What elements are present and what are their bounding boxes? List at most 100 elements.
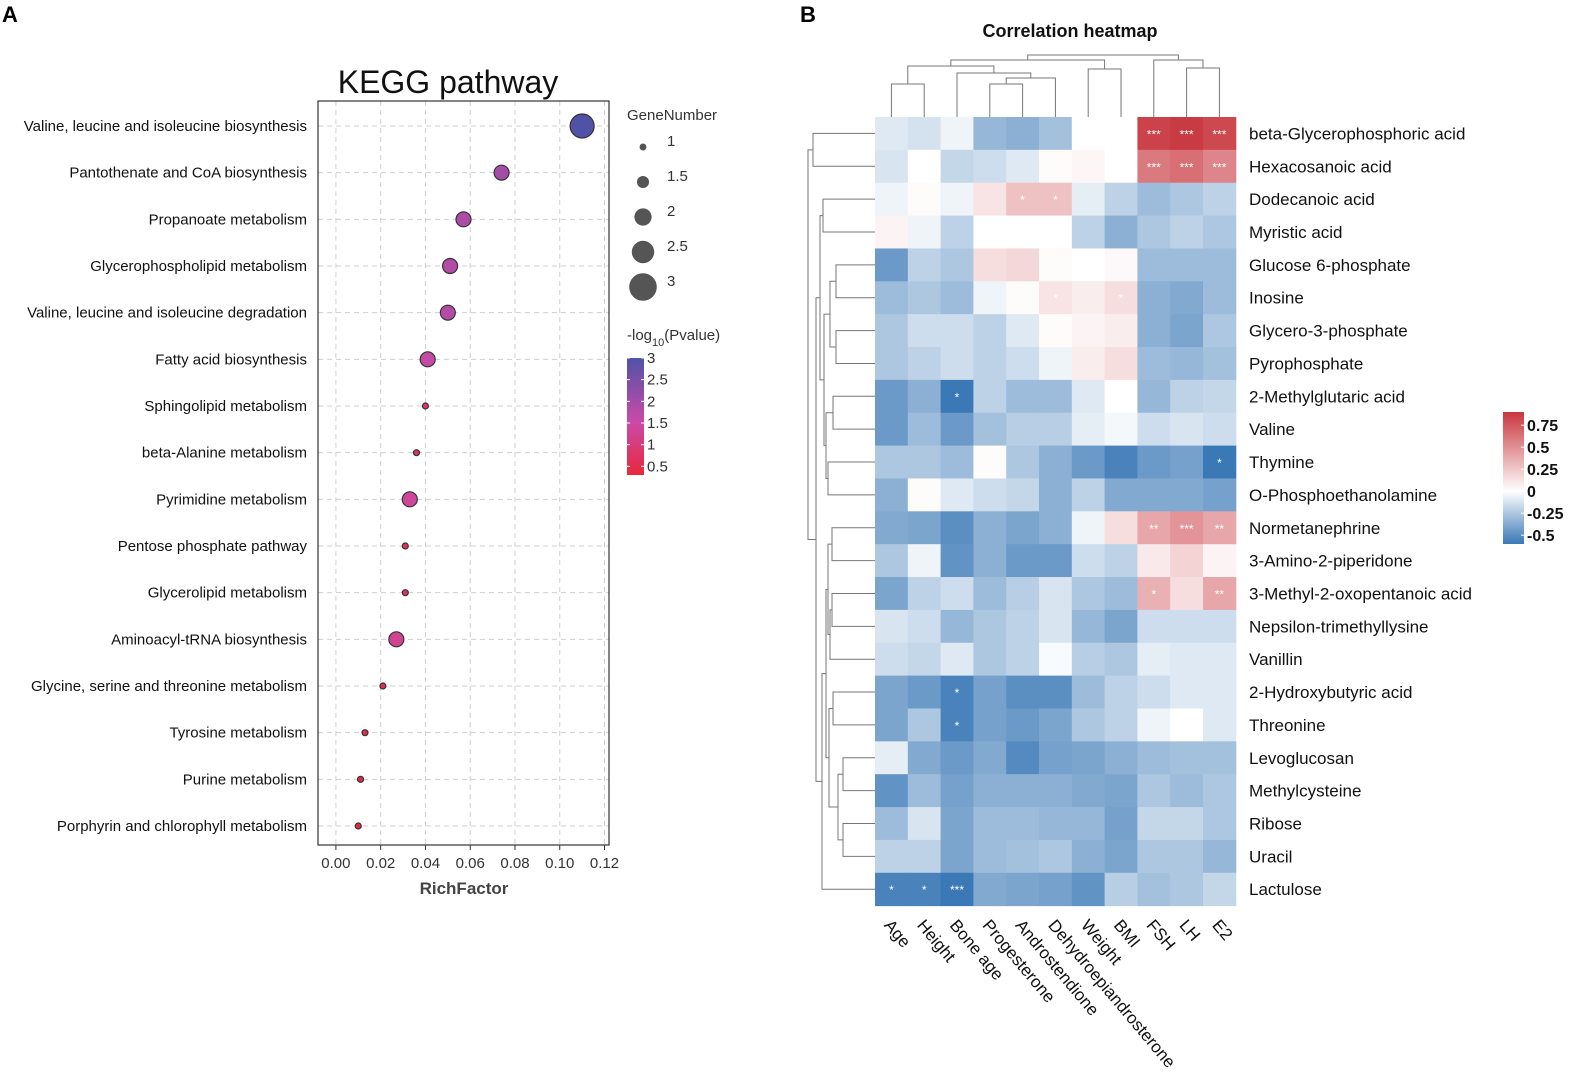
heatmap-cell — [1039, 577, 1073, 611]
kegg-x-tick-label: 0.00 — [321, 855, 350, 872]
heatmap-row-labels: beta-Glycerophosphoric acid Hexacosanoic … — [1249, 124, 1472, 899]
heatmap-cell — [1039, 117, 1073, 151]
heatmap-cell — [1039, 215, 1073, 249]
heatmap-cell — [1170, 544, 1204, 578]
heatmap-cell — [1137, 741, 1171, 775]
column-dendrogram-branch — [1087, 68, 1122, 117]
heatmap-column-label: E2 — [1208, 916, 1236, 944]
heatmap-cell — [1104, 347, 1138, 381]
heatmap-cell — [1170, 412, 1204, 447]
heatmap-cell — [1203, 445, 1237, 479]
heatmap-cell — [907, 314, 942, 348]
kegg-pathway-labels: Valine, leucine and isoleucine biosynthe… — [24, 118, 308, 835]
heatmap-cell — [1137, 609, 1171, 644]
heatmap-cell — [1071, 642, 1106, 677]
heatmap-cell — [1071, 774, 1106, 808]
heatmap-cell — [1170, 248, 1204, 282]
kegg-pathway-label: Porphyrin and chlorophyll metabolism — [57, 818, 307, 835]
heatmap-cell — [973, 741, 1007, 775]
panel-label-b: B — [800, 2, 816, 27]
pvalue-colorbar-label: 2.5 — [647, 372, 668, 389]
correlation-colorbar-label: -0.5 — [1527, 528, 1555, 545]
heatmap-cell — [1203, 478, 1237, 512]
heatmap-cell — [907, 215, 942, 249]
heatmap-cell — [1170, 445, 1204, 479]
heatmap-cell — [973, 117, 1007, 151]
significance-mark: * — [1020, 193, 1025, 207]
significance-mark: *** — [1212, 160, 1226, 174]
heatmap-cell — [1104, 182, 1138, 217]
heatmap-cell — [875, 248, 909, 282]
heatmap-cell — [1170, 642, 1204, 677]
heatmap-cell — [1170, 379, 1204, 414]
heatmap-cell — [1104, 807, 1138, 841]
heatmap-cell — [1203, 314, 1237, 348]
heatmap-cell — [1104, 248, 1138, 282]
heatmap-cell — [1071, 839, 1106, 874]
heatmap-cell — [1170, 872, 1204, 907]
heatmap-cell — [973, 182, 1007, 217]
kegg-point — [388, 631, 405, 648]
heatmap-cell — [1104, 412, 1138, 447]
heatmap-cell — [1203, 117, 1237, 151]
heatmap-cell — [1203, 281, 1237, 315]
pvalue-colorbar-label: 2 — [647, 393, 655, 410]
heatmap-cell — [1137, 248, 1171, 282]
heatmap-row-label: Valine — [1249, 420, 1295, 439]
correlation-heatmap-panel: B Correlation heatmap *** *** ****** *** ***… — [800, 2, 1564, 1072]
heatmap-cell — [875, 774, 909, 808]
heatmap-cell — [973, 149, 1007, 184]
heatmap-cell — [1104, 609, 1138, 644]
row-dendrogram-branch — [832, 395, 875, 430]
heatmap-cell — [940, 182, 974, 217]
heatmap-row-label: Vanillin — [1249, 650, 1303, 669]
heatmap-cell — [973, 807, 1007, 841]
kegg-plot-frame — [317, 100, 610, 846]
heatmap-cell — [1203, 807, 1237, 841]
heatmap-cell — [907, 149, 942, 184]
row-dendrogram-branch — [835, 264, 875, 299]
heatmap-cell — [1203, 642, 1237, 677]
heatmap-cell — [1104, 642, 1138, 677]
kegg-x-tick-label: 0.08 — [500, 855, 529, 872]
row-dendrogram-branch — [829, 609, 875, 660]
heatmap-cell — [1071, 149, 1106, 184]
heatmap-row-label: beta-Glycerophosphoric acid — [1249, 124, 1465, 143]
column-dendrogram-branch — [1153, 59, 1204, 117]
heatmap-cell — [1006, 577, 1040, 611]
heatmap-cell — [875, 675, 909, 709]
heatmap-cell — [1203, 609, 1237, 644]
gene-number-legend-dot — [639, 143, 647, 151]
row-dendrogram-branch — [815, 297, 822, 782]
heatmap-cell — [1039, 807, 1073, 841]
heatmap-row-label: Methylcysteine — [1249, 782, 1361, 801]
heatmap-cell — [1137, 281, 1171, 315]
heatmap-cell — [907, 839, 942, 874]
heatmap-row-label: Hexacosanoic acid — [1249, 157, 1392, 176]
heatmap-cell — [1203, 839, 1237, 874]
heatmap-cell — [1203, 577, 1237, 611]
heatmap-cell — [973, 511, 1007, 545]
kegg-pathway-label: Glycine, serine and threonine metabolism — [31, 678, 307, 695]
heatmap-cell — [1203, 741, 1237, 775]
pvalue-colorbar-ticks: 3 2.5 2 1.5 1 0.5 — [627, 350, 668, 475]
heatmap-row-label: Levoglucosan — [1249, 749, 1354, 768]
heatmap-cell — [875, 741, 909, 775]
heatmap-cell — [875, 445, 909, 479]
heatmap-cell — [1006, 149, 1040, 184]
heatmap-cell — [940, 248, 974, 282]
kegg-pathway-label: Tyrosine metabolism — [169, 725, 307, 742]
kegg-point — [493, 164, 510, 181]
heatmap-cell — [1104, 544, 1138, 578]
heatmap-cell — [1203, 412, 1237, 447]
heatmap-cell — [1071, 609, 1106, 644]
heatmap-cell — [1039, 872, 1073, 907]
heatmap-cell — [1170, 117, 1204, 151]
row-dendrogram-branch — [822, 198, 875, 233]
heatmap-cell — [1039, 347, 1073, 381]
significance-marks: *** *** ****** *** **** ** ***** *** *** ***** * **… — [889, 127, 1227, 897]
column-dendrogram-branch — [1186, 67, 1220, 117]
heatmap-cell — [1104, 511, 1138, 545]
heatmap-cell — [1170, 314, 1204, 348]
